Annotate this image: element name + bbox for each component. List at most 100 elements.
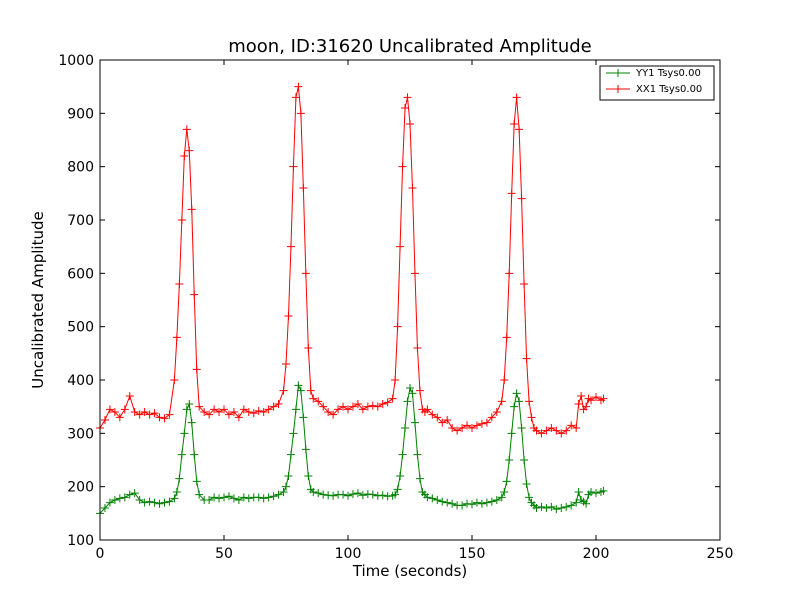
data-point-yy1 bbox=[482, 498, 491, 507]
data-point-xx1 bbox=[522, 354, 531, 363]
y-tick-label: 500 bbox=[67, 320, 94, 336]
data-point-yy1 bbox=[175, 474, 184, 483]
data-point-xx1 bbox=[500, 376, 509, 384]
data-point-xx1 bbox=[599, 394, 608, 403]
series-layer bbox=[96, 82, 608, 518]
data-point-xx1 bbox=[115, 413, 124, 422]
data-point-yy1 bbox=[358, 491, 367, 500]
data-point-yy1 bbox=[587, 488, 596, 496]
data-point-xx1 bbox=[537, 429, 546, 438]
data-point-yy1 bbox=[274, 490, 283, 499]
data-point-xx1 bbox=[145, 410, 154, 419]
data-point-yy1 bbox=[567, 501, 576, 510]
data-point-yy1 bbox=[510, 402, 519, 411]
data-point-yy1 bbox=[592, 489, 600, 498]
data-point-xx1 bbox=[396, 242, 405, 251]
data-point-yy1 bbox=[468, 500, 476, 509]
data-point-yy1 bbox=[537, 502, 546, 511]
data-point-yy1 bbox=[339, 490, 348, 499]
data-point-xx1 bbox=[515, 125, 524, 134]
data-point-yy1 bbox=[289, 429, 298, 438]
data-point-yy1 bbox=[304, 472, 313, 480]
data-point-yy1 bbox=[170, 494, 179, 503]
data-point-xx1 bbox=[378, 400, 387, 408]
data-point-yy1 bbox=[264, 493, 273, 502]
x-tick-label: 100 bbox=[335, 546, 362, 562]
data-point-yy1 bbox=[443, 498, 452, 507]
data-point-xx1 bbox=[294, 82, 303, 91]
data-point-xx1 bbox=[289, 162, 298, 171]
data-point-yy1 bbox=[515, 397, 524, 406]
data-point-xx1 bbox=[140, 408, 149, 416]
data-point-xx1 bbox=[413, 344, 422, 352]
data-point-yy1 bbox=[279, 488, 288, 496]
data-point-yy1 bbox=[165, 497, 174, 506]
chart-title: moon, ID:31620 Uncalibrated Amplitude bbox=[228, 36, 592, 57]
data-point-xx1 bbox=[249, 409, 258, 418]
data-point-xx1 bbox=[438, 418, 447, 427]
data-point-xx1 bbox=[269, 402, 278, 411]
data-point-xx1 bbox=[210, 405, 219, 414]
data-point-xx1 bbox=[497, 397, 506, 406]
data-point-yy1 bbox=[282, 482, 290, 491]
data-point-xx1 bbox=[403, 93, 412, 102]
data-point-xx1 bbox=[284, 312, 293, 320]
data-point-xx1 bbox=[185, 146, 194, 155]
data-point-xx1 bbox=[468, 424, 476, 432]
data-point-xx1 bbox=[244, 408, 253, 416]
data-point-yy1 bbox=[398, 450, 407, 459]
data-point-yy1 bbox=[428, 494, 437, 503]
series-xx1 bbox=[96, 82, 608, 438]
y-tick-label: 200 bbox=[67, 480, 94, 496]
data-point-xx1 bbox=[125, 392, 134, 400]
data-point-xx1 bbox=[182, 125, 191, 134]
data-point-xx1 bbox=[527, 413, 536, 422]
data-point-xx1 bbox=[195, 402, 204, 411]
data-point-xx1 bbox=[507, 189, 516, 198]
data-point-yy1 bbox=[205, 496, 214, 504]
data-point-xx1 bbox=[274, 400, 283, 408]
data-point-yy1 bbox=[195, 490, 204, 499]
data-point-xx1 bbox=[220, 405, 228, 414]
data-point-xx1 bbox=[443, 416, 452, 424]
data-point-xx1 bbox=[282, 360, 290, 368]
data-point-xx1 bbox=[254, 406, 263, 415]
data-point-xx1 bbox=[150, 409, 159, 418]
data-point-xx1 bbox=[348, 402, 357, 411]
data-point-xx1 bbox=[192, 365, 201, 374]
data-point-yy1 bbox=[477, 499, 486, 508]
data-point-xx1 bbox=[279, 386, 288, 395]
x-tick-label: 50 bbox=[215, 546, 233, 562]
data-point-yy1 bbox=[599, 486, 608, 495]
data-point-yy1 bbox=[378, 491, 387, 500]
data-point-yy1 bbox=[299, 413, 308, 422]
data-point-yy1 bbox=[562, 502, 571, 511]
plot-frame bbox=[99, 59, 721, 541]
data-point-yy1 bbox=[190, 450, 199, 459]
data-point-xx1 bbox=[577, 392, 586, 400]
data-point-xx1 bbox=[373, 402, 382, 411]
data-point-xx1 bbox=[423, 405, 432, 414]
data-point-xx1 bbox=[264, 405, 273, 414]
data-point-xx1 bbox=[512, 93, 521, 102]
data-point-yy1 bbox=[105, 498, 114, 507]
data-point-yy1 bbox=[296, 386, 305, 395]
data-point-yy1 bbox=[512, 389, 521, 398]
x-tick-label: 0 bbox=[96, 546, 105, 562]
data-point-xx1 bbox=[324, 408, 333, 416]
data-point-yy1 bbox=[155, 499, 164, 508]
data-point-yy1 bbox=[344, 491, 352, 500]
data-point-yy1 bbox=[502, 477, 511, 486]
legend-marker-xx1 bbox=[614, 85, 622, 93]
data-point-yy1 bbox=[229, 494, 238, 503]
data-point-yy1 bbox=[239, 493, 248, 502]
data-point-xx1 bbox=[100, 416, 109, 424]
data-point-xx1 bbox=[130, 408, 139, 416]
data-point-xx1 bbox=[190, 290, 199, 299]
data-point-xx1 bbox=[572, 424, 581, 432]
data-point-yy1 bbox=[125, 490, 134, 499]
data-point-yy1 bbox=[324, 491, 333, 500]
data-point-xx1 bbox=[135, 410, 144, 419]
data-point-xx1 bbox=[353, 400, 362, 408]
